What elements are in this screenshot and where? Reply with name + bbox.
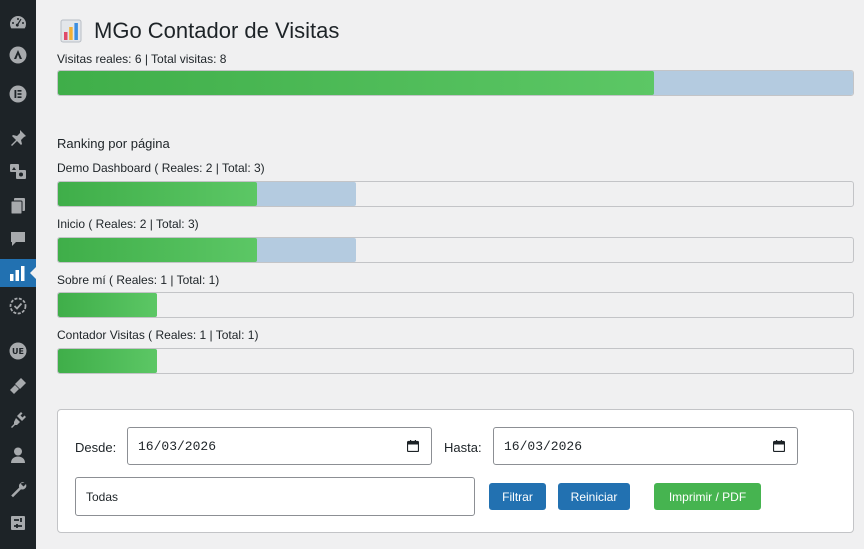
plugins-icon[interactable] — [0, 406, 36, 434]
page-select-value: Todas — [86, 490, 119, 504]
pin-icon[interactable] — [0, 124, 36, 152]
page-title: MGo Contador de Visitas — [94, 18, 340, 43]
media-icon[interactable] — [0, 157, 36, 185]
settings-icon[interactable] — [0, 509, 36, 537]
tools-icon[interactable] — [0, 475, 36, 503]
page-select[interactable]: Todas — [75, 477, 475, 516]
ue-icon[interactable]: UE — [0, 337, 36, 365]
appearance-icon[interactable] — [0, 372, 36, 400]
ranking-title: Ranking por página — [57, 136, 170, 151]
visits-summary: Visitas reales: 6 | Total visitas: 8 — [57, 52, 227, 66]
comments-icon[interactable] — [0, 225, 36, 253]
desde-value: 16/03/2026 — [138, 439, 217, 454]
desde-date-input[interactable]: 16/03/2026 — [127, 427, 432, 465]
ranking-page-label: Contador Visitas ( Reales: 1 | Total: 1) — [57, 328, 259, 342]
filtrar-button[interactable]: Filtrar — [489, 483, 546, 510]
pages-icon[interactable] — [0, 192, 36, 220]
users-icon[interactable] — [0, 441, 36, 469]
page-header: MGo Contador de Visitas — [60, 18, 339, 44]
filter-panel: Desde: 16/03/2026 Hasta: 16/03/2026 Toda… — [57, 409, 854, 533]
elementor-icon[interactable] — [0, 80, 36, 108]
ranking-page-bar — [57, 237, 854, 263]
ranking-page-bar — [57, 292, 854, 318]
total-visits-bar — [57, 70, 854, 96]
calendar-icon[interactable] — [407, 440, 419, 452]
dashboard-icon[interactable] — [0, 9, 36, 37]
tracker-icon[interactable] — [0, 292, 36, 320]
imprimir-pdf-button[interactable]: Imprimir / PDF — [654, 483, 761, 510]
real-bar-fill — [58, 71, 655, 95]
reiniciar-button[interactable]: Reiniciar — [558, 483, 630, 510]
ranking-real-fill — [58, 182, 257, 206]
ranking-real-fill — [58, 238, 257, 262]
admin-sidebar: UE — [0, 0, 36, 549]
hasta-date-input[interactable]: 16/03/2026 — [493, 427, 798, 465]
svg-text:UE: UE — [12, 347, 24, 356]
astra-icon[interactable] — [0, 41, 36, 69]
ranking-real-fill — [58, 293, 158, 317]
hasta-value: 16/03/2026 — [504, 439, 583, 454]
ranking-real-fill — [58, 349, 158, 373]
ranking-page-label: Inicio ( Reales: 2 | Total: 3) — [57, 217, 199, 231]
ranking-page-bar — [57, 181, 854, 207]
desde-label: Desde: — [75, 440, 117, 455]
ranking-page-bar — [57, 348, 854, 374]
calendar-icon[interactable] — [773, 440, 785, 452]
hasta-label: Hasta: — [444, 440, 482, 455]
ranking-page-label: Demo Dashboard ( Reales: 2 | Total: 3) — [57, 161, 265, 175]
chart-emoji-icon — [60, 19, 82, 43]
ranking-page-label: Sobre mí ( Reales: 1 | Total: 1) — [57, 273, 220, 287]
stats-icon[interactable] — [0, 259, 36, 287]
